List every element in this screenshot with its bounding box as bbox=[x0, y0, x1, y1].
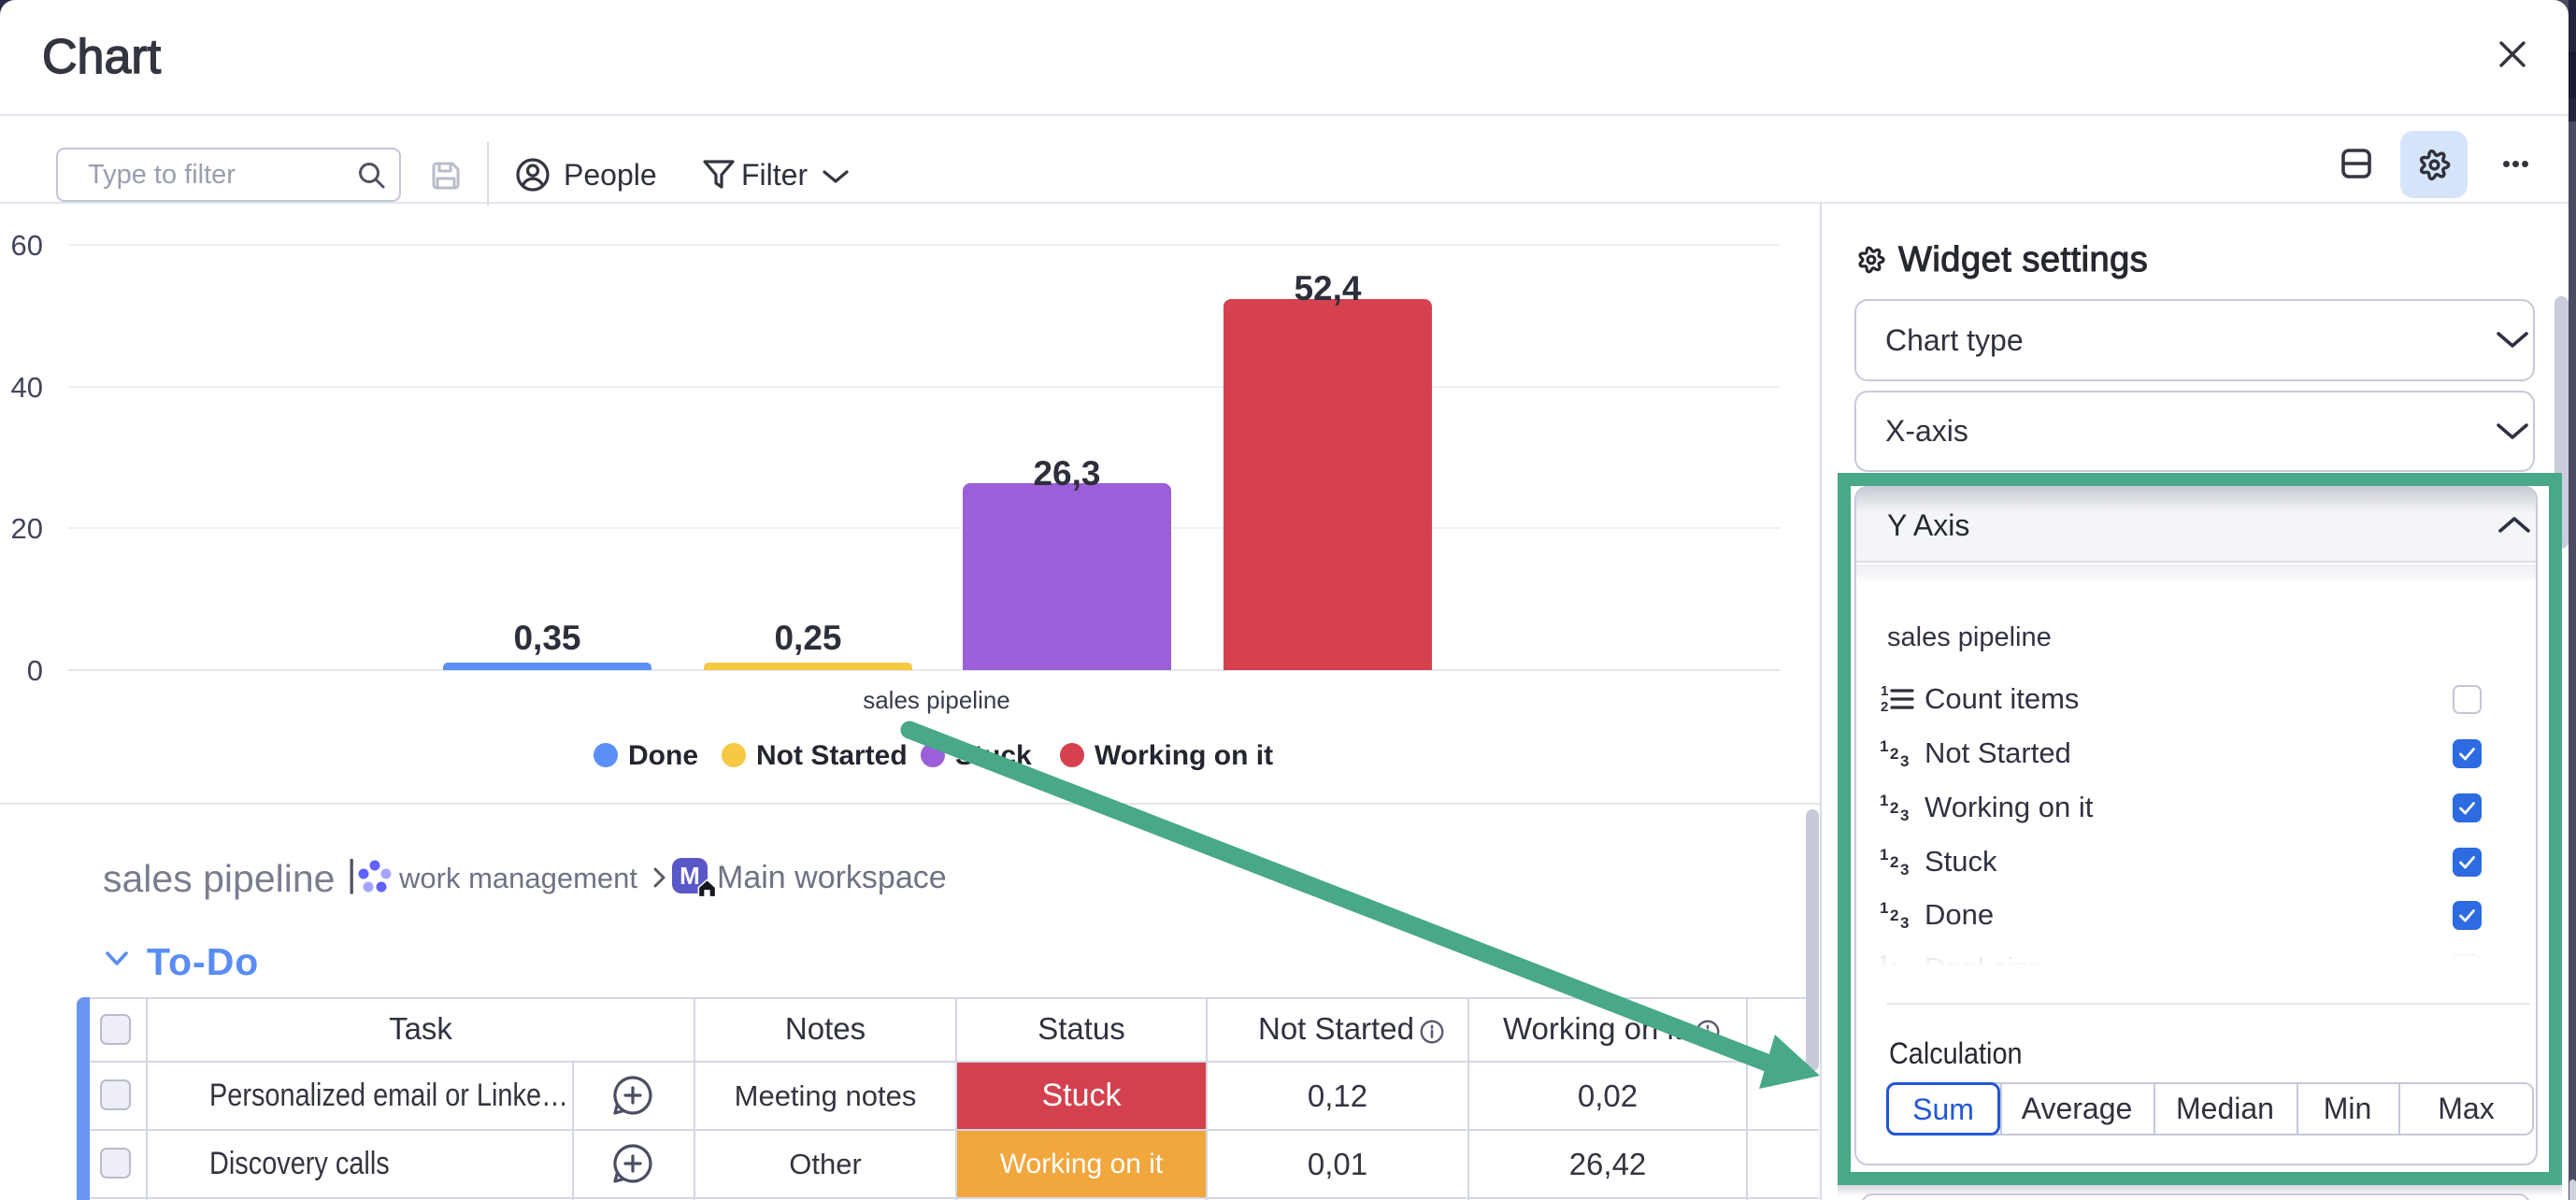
svg-text:3: 3 bbox=[1900, 861, 1909, 879]
svg-text:2: 2 bbox=[1881, 699, 1888, 715]
svg-text:2: 2 bbox=[1890, 853, 1898, 871]
svg-text:1: 1 bbox=[1880, 846, 1888, 864]
svg-text:2: 2 bbox=[1890, 799, 1898, 817]
svg-text:3: 3 bbox=[1900, 914, 1909, 932]
svg-text:1: 1 bbox=[1880, 899, 1888, 917]
svg-text:1: 1 bbox=[1881, 683, 1888, 699]
svg-text:1: 1 bbox=[1880, 792, 1888, 809]
svg-text:3: 3 bbox=[1900, 752, 1909, 770]
svg-text:3: 3 bbox=[1900, 807, 1909, 824]
svg-text:2: 2 bbox=[1890, 745, 1898, 763]
svg-text:2: 2 bbox=[1890, 907, 1898, 924]
svg-text:1: 1 bbox=[1880, 737, 1888, 755]
